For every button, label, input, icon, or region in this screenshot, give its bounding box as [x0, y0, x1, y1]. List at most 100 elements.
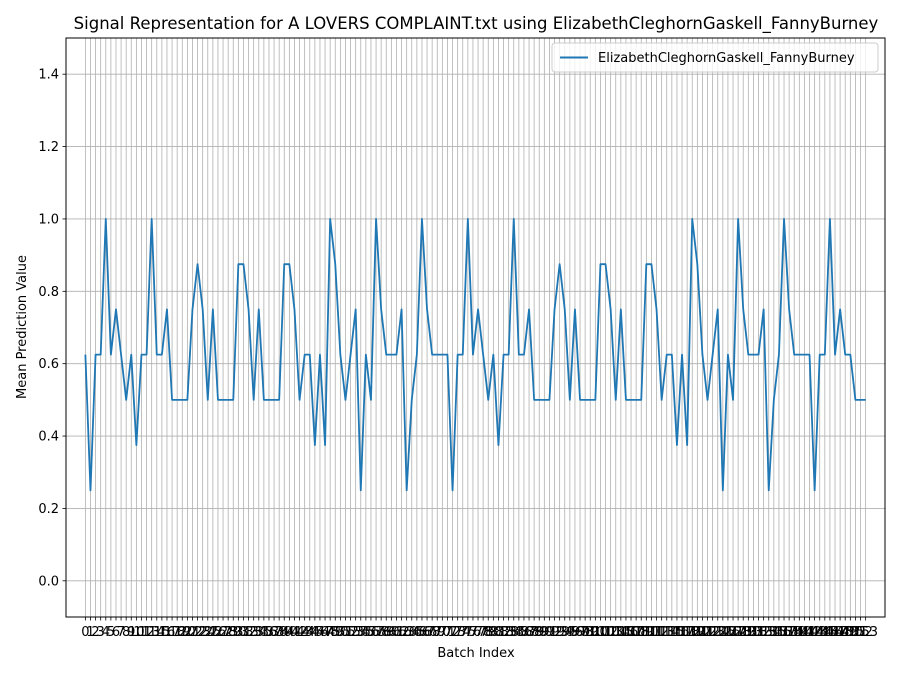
x-tick-label: 46	[312, 625, 329, 640]
x-tick-label: 6	[112, 625, 120, 640]
x-tick-label: 139	[782, 625, 807, 640]
x-tick-label: 104	[603, 625, 628, 640]
x-tick-label: 126	[716, 625, 741, 640]
y-tick-label: 1.0	[38, 212, 59, 227]
x-tick-label: 135	[761, 625, 786, 640]
x-tick-label: 106	[614, 625, 639, 640]
x-tick-label: 47	[317, 625, 334, 640]
series-line	[84, 218, 866, 492]
x-tick-label: 27	[215, 625, 232, 640]
x-tick-label: 132	[746, 625, 771, 640]
x-tick-label: 19	[174, 625, 191, 640]
y-tick-label: 1.2	[38, 140, 59, 155]
x-tick-label: 10	[128, 625, 145, 640]
x-tick-label: 18	[169, 625, 186, 640]
x-tick-label: 81	[490, 625, 507, 640]
x-tick-label: 112	[644, 625, 669, 640]
x-tick-label: 3	[97, 625, 105, 640]
x-tick-label: 118	[675, 625, 700, 640]
x-tick-label: 42	[291, 625, 308, 640]
x-tick-label: 138	[777, 625, 802, 640]
x-tick-label: 125	[710, 625, 735, 640]
x-tick-label: 63	[398, 625, 415, 640]
x-tick-label: 150	[838, 625, 863, 640]
x-tick-label: 102	[593, 625, 618, 640]
x-tick-label: 62	[393, 625, 410, 640]
x-tick-label: 103	[598, 625, 623, 640]
x-tick-label: 117	[670, 625, 695, 640]
x-tick-label: 4	[102, 625, 110, 640]
x-tick-label: 21	[184, 625, 201, 640]
x-tick-label: 30	[230, 625, 247, 640]
x-tick-label: 12	[138, 625, 155, 640]
x-tick-label: 142	[797, 625, 822, 640]
x-tick-label: 108	[624, 625, 649, 640]
x-tick-label: 54	[352, 625, 369, 640]
x-tick-label: 115	[659, 625, 684, 640]
x-tick-label: 60	[383, 625, 400, 640]
y-tick-label: 0.8	[38, 285, 59, 300]
x-tick-label: 99	[582, 625, 599, 640]
x-axis-label: Batch Index	[437, 646, 515, 661]
x-tick-label: 17	[164, 625, 181, 640]
x-tick-label: 26	[210, 625, 227, 640]
x-tick-label: 92	[546, 625, 563, 640]
x-tick-label: 128	[726, 625, 751, 640]
x-tick-label: 144	[807, 625, 832, 640]
x-tick-label: 123	[700, 625, 725, 640]
x-tick-label: 39	[276, 625, 293, 640]
x-tick-label: 151	[843, 625, 868, 640]
x-tick-label: 88	[526, 625, 543, 640]
x-tick-label: 53	[347, 625, 364, 640]
plot-frame	[65, 37, 886, 618]
x-tick-label: 146	[818, 625, 843, 640]
x-tick-label: 28	[220, 625, 237, 640]
y-tick-label: 0.4	[38, 430, 59, 445]
x-tick-label: 16	[159, 625, 176, 640]
x-tick-label: 121	[690, 625, 715, 640]
x-tick-label: 89	[531, 625, 548, 640]
x-tick-label: 36	[261, 625, 278, 640]
x-tick-label: 14	[148, 625, 165, 640]
x-tick-label: 1	[86, 625, 94, 640]
x-tick-label: 37	[266, 625, 283, 640]
x-tick-label: 114	[654, 625, 679, 640]
x-tick-label: 76	[465, 625, 482, 640]
x-tick-label: 24	[199, 625, 216, 640]
x-tick-label: 110	[634, 625, 659, 640]
x-tick-label: 64	[403, 625, 420, 640]
x-tick-label: 96	[567, 625, 584, 640]
x-tick-label: 49	[327, 625, 344, 640]
x-tick-label: 86	[516, 625, 533, 640]
x-tick-label: 85	[511, 625, 528, 640]
x-tick-label: 66	[414, 625, 431, 640]
x-tick-label: 93	[551, 625, 568, 640]
x-tick-label: 0	[81, 625, 89, 640]
y-tick-label: 0.6	[38, 357, 59, 372]
x-tick-label: 84	[505, 625, 522, 640]
x-tick-label: 109	[629, 625, 654, 640]
x-tick-label: 148	[828, 625, 853, 640]
x-tick-label: 75	[460, 625, 477, 640]
series-lines	[84, 218, 866, 492]
x-tick-label: 71	[439, 625, 456, 640]
x-tick-label: 20	[179, 625, 196, 640]
x-tick-label: 73	[449, 625, 466, 640]
x-tick-label: 65	[409, 625, 426, 640]
x-tick-label: 58	[373, 625, 390, 640]
x-tick-label: 22	[189, 625, 206, 640]
x-tick-label: 72	[444, 625, 461, 640]
x-tick-label: 55	[358, 625, 375, 640]
x-tick-label: 45	[307, 625, 324, 640]
x-tick-label: 33	[245, 625, 262, 640]
x-tick-label: 79	[480, 625, 497, 640]
x-tick-label: 82	[495, 625, 512, 640]
x-tick-label: 50	[332, 625, 349, 640]
x-tick-label: 35	[256, 625, 273, 640]
x-tick-label: 131	[741, 625, 766, 640]
x-tick-label: 113	[649, 625, 674, 640]
x-tick-label: 127	[721, 625, 746, 640]
x-tick-label: 69	[429, 625, 446, 640]
x-tick-label: 97	[572, 625, 589, 640]
